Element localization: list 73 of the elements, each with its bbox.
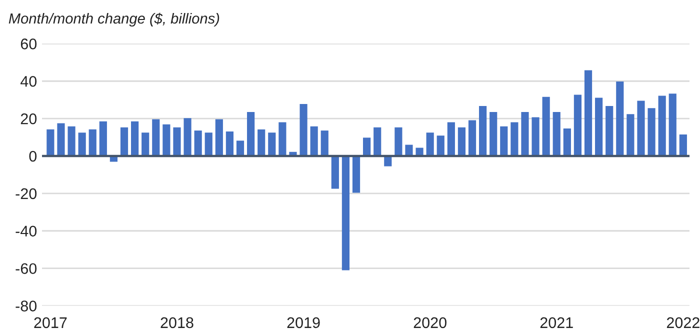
- bar: [278, 122, 286, 156]
- bar: [668, 94, 676, 156]
- bar: [46, 129, 54, 156]
- y-tick-label: 60: [20, 38, 37, 50]
- bar: [648, 108, 656, 156]
- bar: [236, 140, 244, 156]
- bar: [99, 121, 107, 156]
- bar: [68, 126, 76, 156]
- bar: [374, 127, 382, 156]
- bar: [563, 128, 571, 156]
- bar: [88, 129, 96, 156]
- bar: [342, 156, 350, 270]
- bar: [479, 106, 487, 156]
- bar: [584, 70, 592, 156]
- bar: [300, 104, 308, 156]
- bar: [247, 112, 255, 156]
- bar: [595, 98, 603, 156]
- bar: [532, 117, 540, 156]
- x-tick-label: 2021: [540, 317, 573, 328]
- bar: [78, 132, 86, 156]
- bar: [152, 119, 160, 156]
- bar: [574, 94, 582, 156]
- x-tick-label: 2017: [34, 317, 67, 328]
- bar: [57, 123, 65, 156]
- bar: [384, 156, 392, 166]
- bar: [120, 127, 128, 156]
- x-tick-label: 2022: [666, 317, 700, 328]
- bar: [162, 124, 170, 156]
- y-tick-label: -60: [16, 263, 37, 274]
- y-tick-label: -20: [16, 188, 37, 200]
- bar: [268, 132, 276, 156]
- bar: [131, 121, 139, 156]
- y-tick-label: 0: [29, 150, 37, 162]
- bar: [658, 96, 666, 156]
- y-axis-title: Month/month change ($, billions): [8, 12, 220, 27]
- bar: [521, 112, 529, 156]
- y-tick-label: -80: [16, 300, 37, 312]
- bar: [184, 118, 192, 156]
- bar: [405, 144, 413, 156]
- bar: [606, 106, 614, 156]
- bar: [215, 119, 223, 156]
- bar: [394, 127, 402, 156]
- bar: [679, 134, 687, 156]
- bar: [542, 96, 550, 156]
- bar: [173, 127, 181, 156]
- x-tick-label: 2019: [287, 317, 320, 328]
- y-tick-label: 40: [20, 76, 37, 87]
- bar: [436, 136, 444, 156]
- bar: [447, 122, 455, 156]
- bar: [458, 127, 466, 156]
- bar: [426, 132, 434, 156]
- bar: [490, 112, 498, 156]
- bar: [616, 81, 624, 156]
- bar: [500, 126, 508, 156]
- bar: [331, 156, 339, 189]
- bar: [310, 126, 318, 156]
- x-tick-label: 2018: [160, 317, 194, 328]
- bar: [204, 132, 212, 156]
- bar: [510, 122, 518, 156]
- bar: [142, 132, 150, 156]
- x-tick-label: 2020: [414, 317, 446, 328]
- y-tick-label: -40: [16, 226, 37, 237]
- bar: [363, 138, 371, 156]
- bar: [468, 120, 476, 156]
- bar: [320, 130, 328, 156]
- bar: [637, 100, 645, 156]
- bar: [352, 156, 360, 193]
- bar: [552, 112, 560, 156]
- y-tick-label: 20: [20, 113, 37, 124]
- bar: [626, 114, 634, 156]
- bar: [258, 129, 266, 156]
- bar: [226, 131, 234, 156]
- bar: [194, 130, 202, 156]
